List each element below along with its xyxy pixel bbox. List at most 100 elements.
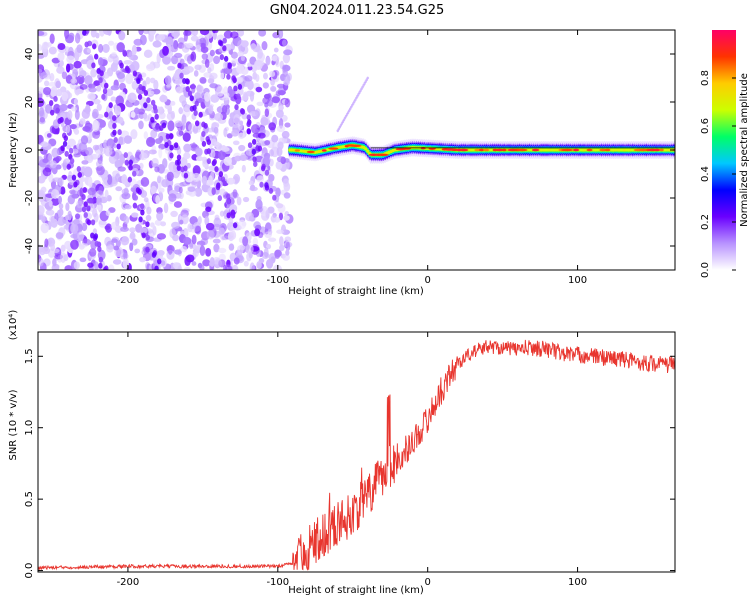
noise-cell (90, 30, 97, 38)
noise-streak-cell (94, 53, 99, 60)
x-tick-label: 0 (425, 577, 431, 588)
noise-cell (87, 83, 96, 89)
noise-cell (195, 147, 203, 157)
noise-cell (123, 215, 130, 225)
signal-peak-cell (376, 153, 389, 156)
noise-cell (98, 185, 104, 196)
noise-cell (275, 160, 283, 170)
noise-cell (159, 94, 168, 103)
noise-streak-cell (81, 206, 87, 213)
noise-cell (114, 105, 122, 116)
signal-peak-cell (321, 149, 327, 152)
noise-cell (271, 96, 281, 104)
noise-cell (194, 187, 203, 197)
noise-cell (46, 133, 52, 138)
noise-cell (40, 213, 46, 222)
noise-cell (74, 50, 80, 62)
noise-streak-cell (203, 122, 208, 129)
noise-streak-cell (234, 104, 239, 111)
noise-streak-cell (169, 144, 174, 151)
noise-streak-cell (176, 159, 181, 166)
noise-cell (211, 187, 216, 196)
x-tick-label: 100 (568, 577, 587, 588)
noise-cell (85, 147, 94, 156)
noise-streak-cell (230, 212, 236, 219)
noise-cell (221, 105, 228, 115)
noise-cell (146, 136, 156, 148)
noise-streak-cell (55, 128, 60, 135)
noise-cell (95, 32, 100, 39)
noise-cell (218, 253, 226, 262)
noise-cell (228, 216, 234, 226)
noise-cell (268, 149, 275, 157)
noise-streak-cell (126, 67, 131, 74)
noise-cell (231, 129, 239, 137)
noise-cell (65, 125, 71, 134)
noise-cell (77, 231, 85, 241)
noise-cell (256, 261, 262, 269)
noise-cell (279, 236, 284, 246)
noise-streak-cell (183, 165, 188, 172)
noise-cell (218, 227, 225, 235)
noise-cell (60, 252, 67, 263)
noise-cell (70, 239, 79, 250)
noise-cell (238, 144, 246, 152)
noise-cell (153, 79, 159, 91)
noise-streak-cell (226, 193, 231, 200)
noise-cell (91, 122, 100, 132)
colorbar-tick-label: 0.2 (700, 214, 711, 230)
signal-echo-cell (366, 76, 369, 80)
noise-cell (156, 175, 162, 184)
noise-cell (200, 238, 209, 246)
signal-peak-cell (572, 148, 580, 152)
noise-streak-cell (83, 201, 88, 208)
noise-cell (185, 254, 195, 263)
noise-cell (72, 219, 80, 225)
noise-cell (222, 61, 228, 69)
y-tick-label: 40 (24, 48, 35, 61)
y-tick-label: 1.5 (24, 348, 35, 364)
noise-streak-cell (183, 172, 189, 179)
noise-streak-cell (145, 234, 150, 241)
noise-cell (173, 249, 182, 255)
noise-cell (123, 135, 132, 144)
noise-cell (261, 41, 268, 51)
noise-cell (60, 186, 66, 195)
x-tick-label: 0 (425, 275, 431, 286)
noise-cell (276, 125, 286, 133)
y-tick-label: 20 (24, 96, 35, 109)
noise-streak-cell (272, 194, 277, 201)
noise-cell (205, 206, 212, 212)
signal-peak-cell (495, 148, 504, 152)
noise-cell (186, 162, 191, 169)
snr-series (38, 339, 675, 571)
noise-streak-cell (84, 41, 89, 48)
noise-cell (255, 74, 260, 82)
noise-cell (92, 108, 99, 119)
x-tick-label: -200 (117, 275, 140, 286)
noise-streak-cell (143, 90, 149, 97)
noise-cell (195, 155, 203, 162)
noise-cell (120, 67, 125, 73)
noise-streak-cell (214, 30, 219, 33)
spectrogram-x-label: Height of straight line (km) (288, 286, 424, 297)
x-tick-label: -100 (266, 577, 289, 588)
noise-cell (208, 104, 214, 114)
noise-cell (218, 247, 227, 254)
noise-cell (235, 77, 243, 83)
noise-cell (214, 258, 222, 268)
noise-cell (58, 208, 64, 217)
noise-cell (191, 261, 197, 266)
signal-peak-cell (561, 148, 574, 152)
noise-cell (84, 154, 94, 162)
noise-cell (223, 30, 233, 39)
colorbar-tick-label: 0.8 (700, 70, 711, 86)
noise-cell (119, 82, 126, 91)
noise-cell (148, 149, 157, 155)
noise-cell (38, 257, 44, 267)
noise-streak-cell (179, 72, 184, 79)
noise-cell (140, 177, 150, 187)
noise-cell (140, 227, 148, 234)
noise-cell (107, 55, 114, 63)
noise-cell (78, 142, 88, 152)
